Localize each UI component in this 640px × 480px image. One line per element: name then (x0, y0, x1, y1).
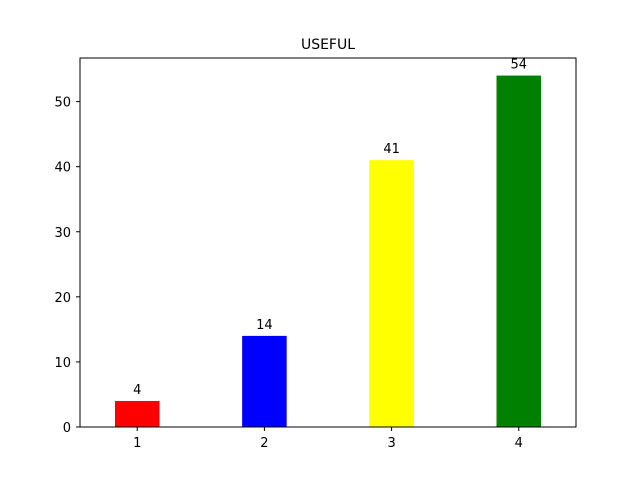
y-tick-label-50: 50 (54, 96, 71, 111)
plot-frame (79, 57, 577, 428)
y-tick-label-30: 30 (54, 226, 71, 241)
x-axis-ticks: 1 2 3 4 (133, 427, 523, 451)
bar-2 (242, 335, 287, 427)
x-tick-label-3: 3 (387, 436, 395, 451)
y-tick-label-20: 20 (54, 291, 71, 306)
y-tick-label-40: 40 (54, 161, 71, 176)
y-tick-label-10: 10 (54, 356, 71, 371)
x-tick-label-4: 4 (515, 436, 523, 451)
bars-layer (114, 75, 542, 428)
bar-1 (114, 400, 160, 427)
x-tick-label-2: 2 (260, 436, 268, 451)
data-labels-layer: 4 14 41 54 (133, 58, 527, 398)
data-label-1: 4 (133, 383, 141, 398)
bar-4 (496, 75, 542, 428)
bar-3 (369, 160, 414, 427)
y-axis-ticks: 0 10 20 30 40 50 (54, 96, 80, 436)
data-label-4: 54 (510, 58, 527, 73)
y-tick-label-0: 0 (63, 421, 71, 436)
data-label-3: 41 (383, 142, 400, 157)
chart-title: USEFUL (301, 37, 355, 53)
x-tick-label-1: 1 (133, 436, 141, 451)
data-label-2: 14 (256, 318, 273, 333)
